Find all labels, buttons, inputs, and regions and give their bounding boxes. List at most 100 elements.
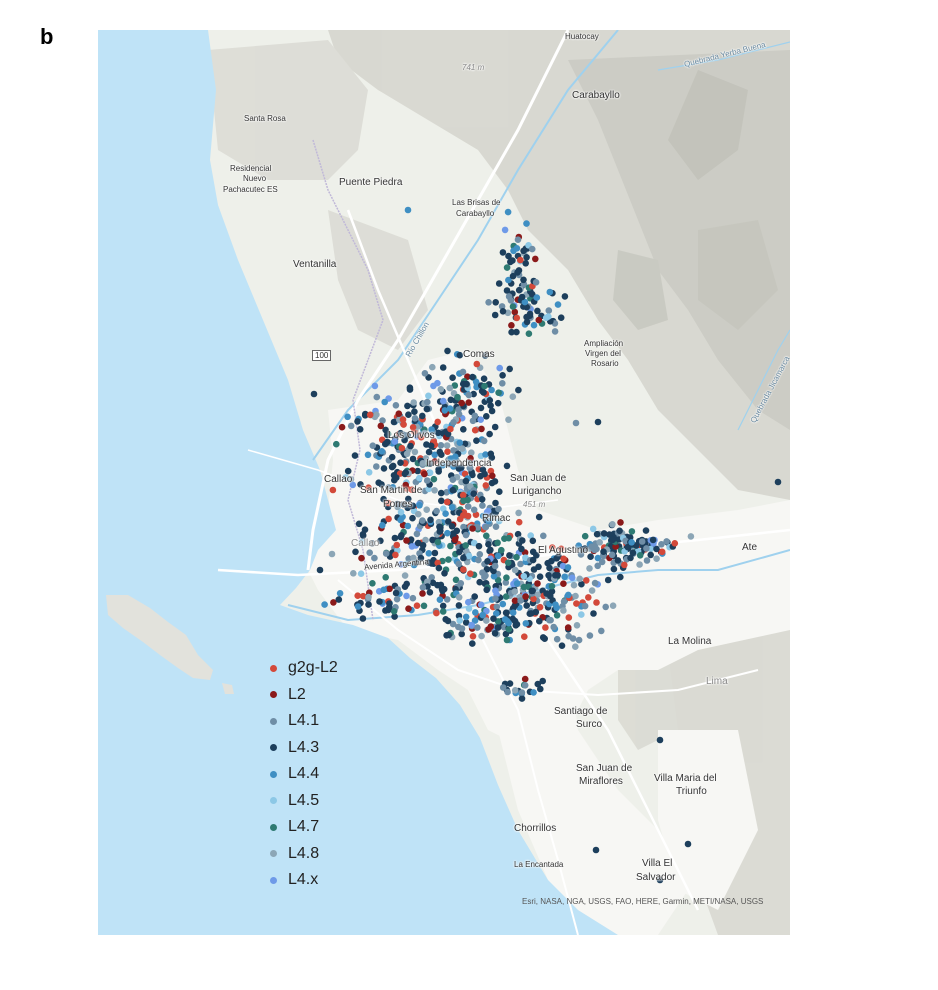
sample-point: [442, 510, 449, 517]
sample-point: [400, 501, 408, 508]
place-miraflores: Miraflores: [579, 776, 623, 787]
sample-point: [511, 597, 519, 604]
sample-point: [494, 539, 501, 547]
quebrada-yerba-buena: [657, 41, 790, 71]
sample-point: [520, 276, 527, 284]
sample-point: [505, 625, 513, 633]
sample-point: [548, 557, 555, 565]
sample-point: [520, 247, 527, 255]
sample-point: [365, 484, 372, 492]
sample-point: [534, 591, 542, 598]
sample-point: [429, 536, 436, 544]
place-el-agustino: El Agustino: [538, 545, 589, 556]
sample-point: [542, 624, 549, 631]
sample-point: [561, 293, 569, 300]
sample-point: [458, 399, 466, 407]
sample-point: [436, 523, 443, 531]
place-comas: Comas: [463, 349, 495, 360]
sample-point: [559, 562, 567, 570]
sample-point: [600, 530, 608, 537]
sample-point: [521, 682, 529, 689]
sample-point: [458, 630, 466, 638]
sample-point: [425, 550, 433, 557]
place-la-molina: La Molina: [668, 636, 712, 647]
sample-point: [469, 525, 476, 532]
sample-point: [470, 539, 478, 547]
sample-point: [430, 475, 438, 483]
sample-point: [338, 423, 346, 431]
sample-point: [578, 611, 585, 618]
sample-point: [441, 570, 448, 577]
map-frame[interactable]: Huatocay Quebrada Yerba Buena Carabayllo…: [98, 30, 790, 935]
sample-point: [492, 595, 499, 602]
place-pachacutec: Pachacutec ES: [223, 185, 278, 194]
sample-point: [443, 442, 451, 449]
sample-point: [351, 452, 359, 459]
place-peak-451: 451 m: [523, 500, 546, 509]
sample-point: [419, 590, 426, 597]
sample-point: [503, 574, 510, 581]
sample-point: [656, 876, 664, 884]
sample-point: [415, 510, 422, 518]
sample-point: [472, 609, 479, 616]
sample-point: [511, 566, 519, 574]
sample-point: [553, 612, 561, 619]
sample-point: [403, 592, 410, 600]
sample-point: [609, 536, 616, 544]
sample-point: [422, 455, 430, 462]
sample-point: [487, 402, 494, 409]
sample-point: [480, 437, 488, 445]
sample-point: [604, 576, 612, 584]
sample-point: [482, 523, 490, 531]
sample-point: [404, 206, 412, 214]
place-rosario: Rosario: [591, 359, 619, 368]
sample-point: [513, 580, 521, 587]
sample-point: [444, 617, 452, 625]
sample-point: [629, 549, 637, 557]
sample-point: [495, 280, 503, 287]
sample-point: [596, 539, 603, 546]
sample-point: [439, 364, 447, 371]
legend-item: L4.7: [270, 814, 338, 841]
route-100-shield: 100: [312, 350, 332, 361]
sample-point: [436, 596, 444, 603]
sample-point: [586, 565, 593, 572]
sample-point: [329, 486, 337, 494]
sample-point: [481, 352, 489, 359]
place-ventanilla: Ventanilla: [293, 259, 337, 270]
sample-point: [581, 532, 589, 540]
sample-point: [371, 554, 378, 562]
sample-point: [385, 515, 392, 523]
place-ate: Ate: [742, 542, 758, 553]
sample-point: [465, 552, 473, 560]
sample-point: [436, 448, 444, 456]
sample-point: [552, 601, 559, 608]
sample-point: [449, 486, 457, 494]
sample-point: [431, 549, 439, 557]
place-las-brisas-carabayllo: Carabayllo: [456, 209, 495, 218]
sample-point: [403, 450, 411, 458]
sample-point: [478, 425, 485, 433]
sample-point: [594, 554, 602, 562]
sample-point: [515, 518, 523, 526]
sample-point: [408, 543, 416, 550]
sample-point: [511, 687, 519, 694]
sample-point: [513, 553, 520, 561]
sample-point: [397, 508, 405, 516]
sample-point: [475, 542, 483, 550]
sample-point: [482, 482, 490, 489]
sample-point: [469, 633, 477, 640]
sample-point: [495, 505, 502, 513]
sample-point: [452, 576, 460, 584]
sample-point: [514, 269, 521, 276]
sample-point: [373, 463, 380, 470]
sample-point: [434, 559, 442, 567]
sample-point: [484, 558, 491, 565]
sample-point: [379, 522, 386, 529]
legend-label: L4.3: [288, 738, 320, 756]
sample-point: [518, 293, 526, 301]
sample-point: [508, 322, 515, 329]
sample-point: [483, 566, 491, 573]
place-villa-maria: Villa Maria del: [654, 773, 717, 784]
sample-point: [485, 517, 493, 525]
